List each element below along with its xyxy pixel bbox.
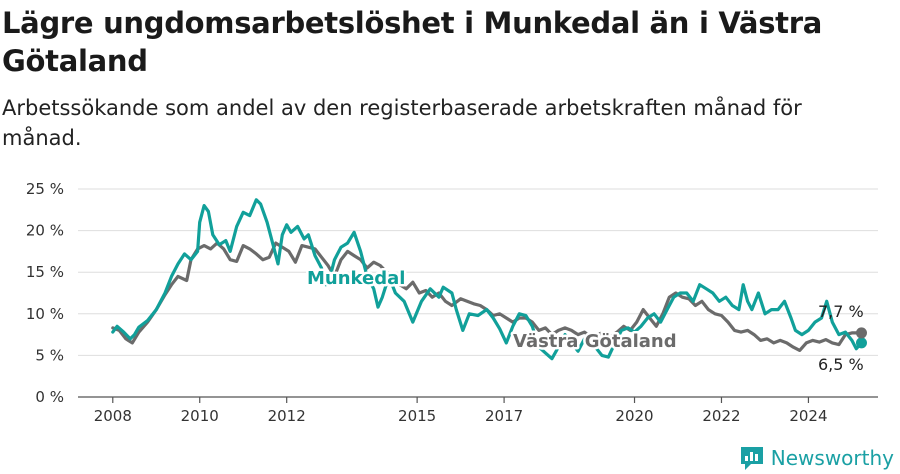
y-tick-label: 20 %	[26, 222, 64, 240]
brand-logo: Newsworthy	[739, 444, 894, 472]
end-label-munkedal: 6,5 %	[818, 355, 864, 374]
y-tick-label: 0 %	[35, 388, 64, 406]
series-label-munkedal: Munkedal	[307, 268, 405, 289]
series-label-vastra-gotaland: Västra Götaland	[513, 331, 677, 352]
x-tick-label: 2015	[398, 407, 436, 425]
y-tick-label: 10 %	[26, 305, 64, 323]
x-tick-label: 2010	[181, 407, 219, 425]
x-tick-label: 2022	[702, 407, 740, 425]
newsworthy-icon	[740, 447, 763, 470]
brand-name: Newsworthy	[770, 446, 894, 470]
y-tick-label: 5 %	[35, 346, 64, 364]
y-tick-label: 15 %	[26, 263, 64, 281]
x-tick-label: 2017	[485, 407, 523, 425]
series-line-vastra-gotaland	[111, 241, 864, 352]
series-line-munkedal	[111, 198, 864, 361]
chart-subtitle: Arbetssökande som andel av den registerb…	[2, 96, 802, 150]
x-tick-label: 2008	[94, 407, 132, 425]
series-end-point	[855, 337, 867, 349]
end-label-vastra-gotaland: 7,7 %	[818, 302, 864, 321]
chart-title: Lägre ungdomsarbetslöshet i Munkedal än …	[2, 6, 823, 78]
series-end-point	[855, 327, 867, 339]
x-tick-label: 2020	[615, 407, 653, 425]
y-tick-label: 25 %	[26, 180, 64, 198]
x-tick-label: 2012	[268, 407, 306, 425]
x-tick-label: 2024	[789, 407, 827, 425]
